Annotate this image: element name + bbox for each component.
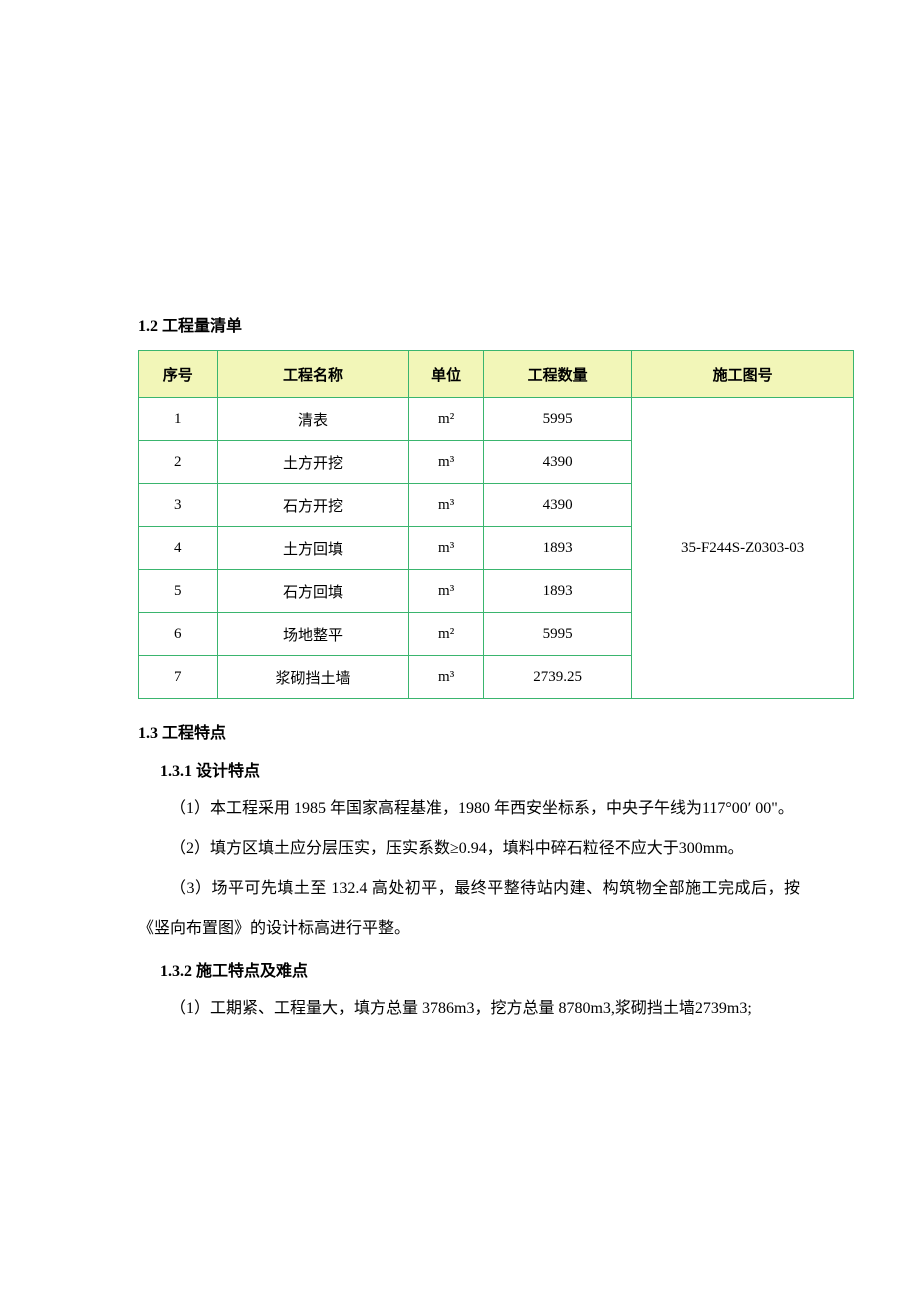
table-header: 序号 工程名称 单位 工程数量 施工图号 [139, 351, 853, 397]
cell-seq: 5 [139, 570, 217, 612]
col-header-qty: 工程数量 [484, 351, 631, 397]
cell-qty: 4390 [484, 484, 631, 526]
cell-name: 石方回填 [218, 570, 409, 612]
cell-qty: 5995 [484, 398, 631, 440]
cell-qty: 1893 [484, 527, 631, 569]
document-page: 1.2 工程量清单 序号 工程名称 单位 工程数量 施工图号 1 清表 m² 5… [138, 312, 800, 1029]
cell-unit: m³ [409, 527, 483, 569]
cell-qty: 2739.25 [484, 656, 631, 698]
section-1-3-2-content: （1）工期紧、工程量大，填方总量 3786m3，挖方总量 8780m3,浆砌挡土… [138, 989, 800, 1029]
table-body: 1 清表 m² 5995 35-F244S-Z0303-03 2 土方开挖 m³… [139, 398, 853, 698]
paragraph: （3）场平可先填土至 132.4 高处初平，最终平整待站内建、构筑物全部施工完成… [138, 869, 800, 949]
cell-seq: 7 [139, 656, 217, 698]
col-header-unit: 单位 [409, 351, 483, 397]
cell-drawing: 35-F244S-Z0303-03 [632, 398, 853, 698]
col-header-drawing: 施工图号 [632, 351, 853, 397]
cell-unit: m² [409, 613, 483, 655]
cell-unit: m² [409, 398, 483, 440]
section-1-3-title: 1.3 工程特点 [138, 719, 800, 743]
cell-qty: 5995 [484, 613, 631, 655]
cell-name: 土方回填 [218, 527, 409, 569]
col-header-name: 工程名称 [218, 351, 409, 397]
cell-unit: m³ [409, 656, 483, 698]
paragraph: （1）本工程采用 1985 年国家高程基准，1980 年西安坐标系，中央子午线为… [138, 789, 800, 829]
cell-name: 场地整平 [218, 613, 409, 655]
cell-qty: 1893 [484, 570, 631, 612]
cell-seq: 2 [139, 441, 217, 483]
cell-unit: m³ [409, 441, 483, 483]
paragraph: （2）填方区填土应分层压实，压实系数≥0.94，填料中碎石粒径不应大于300mm… [138, 829, 800, 869]
cell-name: 浆砌挡土墙 [218, 656, 409, 698]
cell-name: 石方开挖 [218, 484, 409, 526]
col-header-seq: 序号 [139, 351, 217, 397]
cell-qty: 4390 [484, 441, 631, 483]
cell-unit: m³ [409, 484, 483, 526]
table-row: 1 清表 m² 5995 35-F244S-Z0303-03 [139, 398, 853, 440]
cell-unit: m³ [409, 570, 483, 612]
paragraph: （1）工期紧、工程量大，填方总量 3786m3，挖方总量 8780m3,浆砌挡土… [138, 989, 800, 1029]
cell-name: 清表 [218, 398, 409, 440]
cell-seq: 6 [139, 613, 217, 655]
cell-seq: 3 [139, 484, 217, 526]
section-1-3-1-title: 1.3.1 设计特点 [160, 757, 800, 781]
section-1-3-2-title: 1.3.2 施工特点及难点 [160, 957, 800, 981]
section-1-2-title: 1.2 工程量清单 [138, 312, 800, 336]
section-1-3-1-content: （1）本工程采用 1985 年国家高程基准，1980 年西安坐标系，中央子午线为… [138, 789, 800, 949]
cell-name: 土方开挖 [218, 441, 409, 483]
quantity-table: 序号 工程名称 单位 工程数量 施工图号 1 清表 m² 5995 35-F24… [138, 350, 854, 699]
cell-seq: 4 [139, 527, 217, 569]
cell-seq: 1 [139, 398, 217, 440]
